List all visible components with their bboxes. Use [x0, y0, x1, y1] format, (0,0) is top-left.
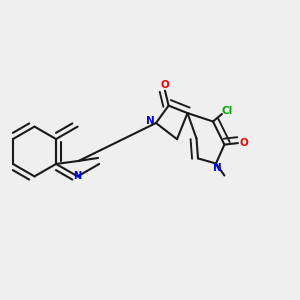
Text: O: O [239, 138, 248, 148]
Text: Cl: Cl [221, 106, 233, 116]
Text: N: N [74, 171, 82, 182]
Text: O: O [160, 80, 169, 90]
Text: N: N [212, 163, 221, 173]
Text: N: N [146, 116, 155, 127]
